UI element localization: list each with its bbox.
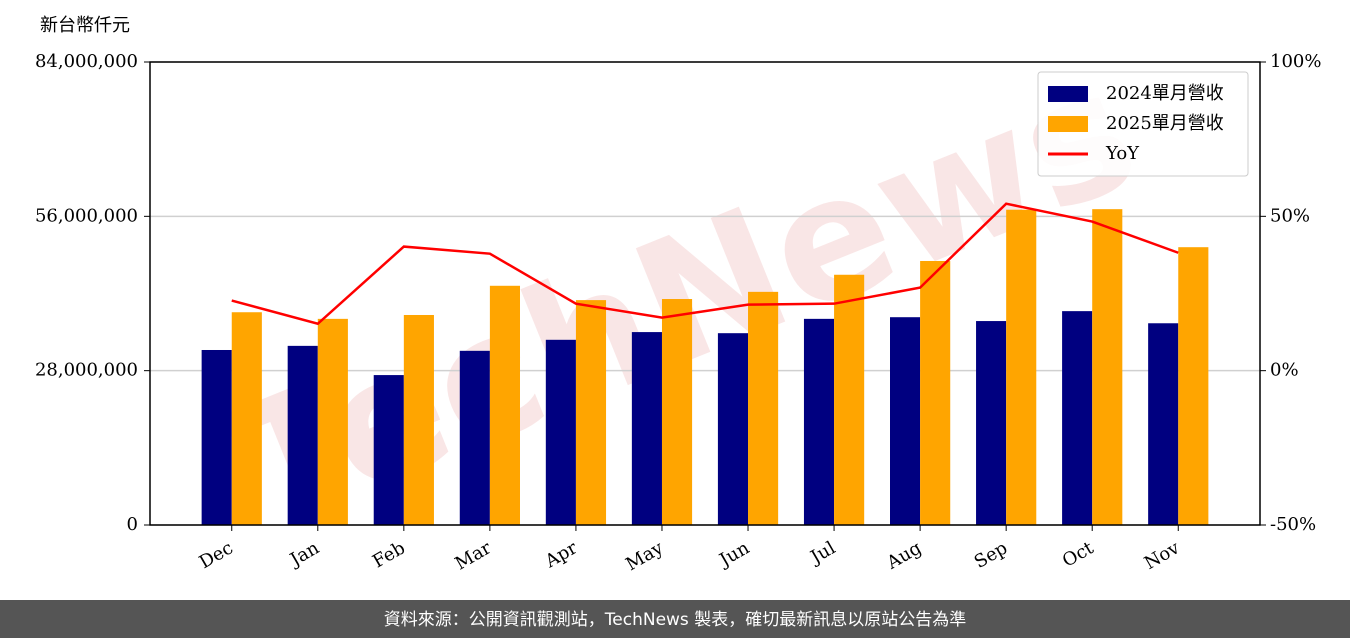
y-tick-label: 28,000,000	[35, 360, 138, 381]
line	[231, 202, 1179, 326]
bar	[575, 300, 607, 525]
x-tick-label: Jul	[806, 537, 840, 569]
bar	[1062, 311, 1093, 525]
bar	[489, 285, 520, 525]
bar	[631, 332, 662, 525]
x-tick-label: Oct	[1059, 537, 1098, 572]
x-tick-label: Feb	[369, 537, 409, 572]
x-tick-label: Dec	[196, 537, 237, 573]
bar	[1092, 209, 1123, 526]
x-tick-label: Mar	[452, 537, 496, 574]
bar	[717, 333, 749, 525]
x-tick-label: May	[622, 537, 667, 575]
legend-box	[1037, 71, 1249, 177]
y-tick-label: 56,000,000	[35, 205, 138, 226]
x-tick-label: Nov	[1141, 537, 1184, 574]
legend-label: 2024單月營收	[1106, 83, 1224, 104]
legend-label: 2025單月營收	[1106, 113, 1224, 134]
x-tick-label: Sep	[971, 537, 1011, 572]
bar	[661, 299, 693, 525]
bar	[231, 312, 262, 525]
y2-tick-label: -50%	[1270, 514, 1316, 535]
bar	[403, 314, 434, 525]
legend-swatch	[1048, 116, 1088, 132]
y2-tick-label: 0%	[1270, 360, 1299, 381]
footer-bar	[0, 600, 1350, 638]
y2-tick-label: 50%	[1270, 205, 1310, 226]
bar	[890, 317, 921, 525]
y2-tick-label: 100%	[1270, 51, 1321, 72]
y-tick-label: 84,000,000	[35, 51, 138, 72]
bar	[834, 274, 865, 525]
bar	[545, 339, 576, 525]
x-tick-label: Aug	[882, 537, 925, 574]
legend-swatch	[1048, 86, 1088, 102]
bar	[976, 321, 1007, 525]
footer: 資料來源：公開資訊觀測站，TechNews 製表，確切最新訊息以原站公告為準	[384, 610, 966, 630]
bar	[459, 350, 490, 525]
bar	[748, 291, 779, 525]
plot-frame	[149, 61, 1261, 526]
x-tick-label: Jun	[714, 537, 753, 572]
bar	[287, 345, 318, 525]
x-tick-label: Apr	[541, 537, 581, 572]
bar	[803, 318, 835, 525]
bar	[920, 260, 951, 525]
bar	[201, 349, 232, 525]
legend-label: YoY	[1105, 143, 1140, 164]
bar	[317, 318, 348, 525]
bar	[373, 375, 404, 525]
bar	[1006, 209, 1037, 525]
y-axis-label: 新台幣仟元	[40, 15, 130, 36]
y-tick-label: 0	[127, 514, 138, 535]
bar	[1178, 247, 1209, 525]
bar	[1148, 323, 1179, 525]
